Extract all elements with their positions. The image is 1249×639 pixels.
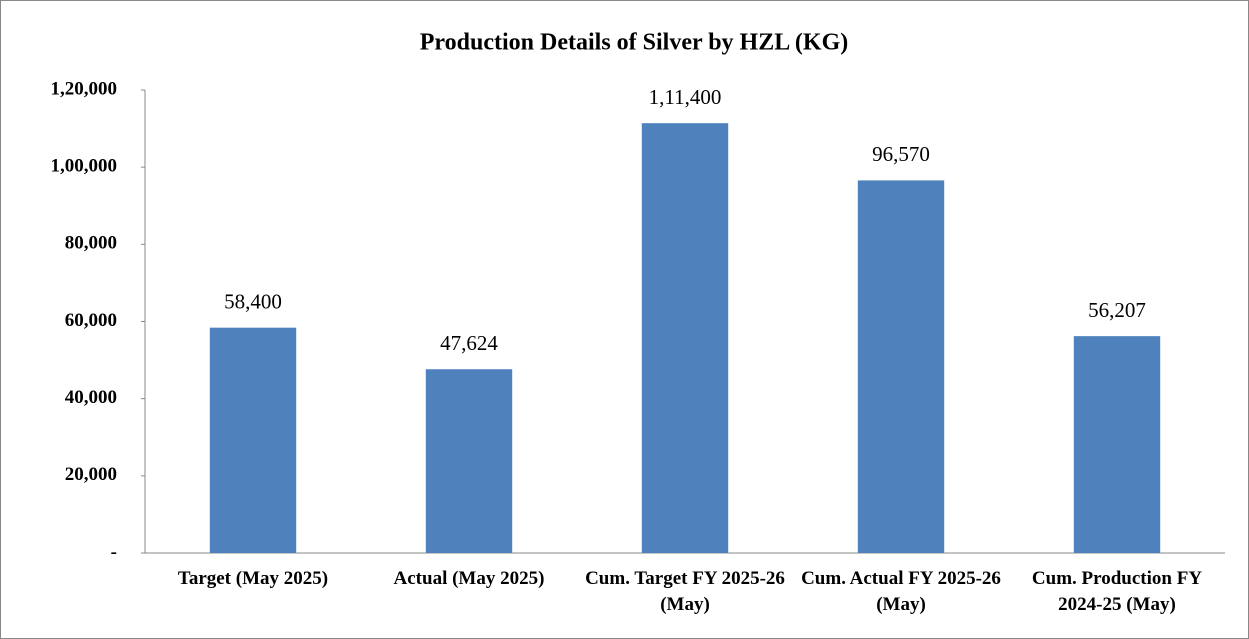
y-tick-label: 60,000 [65,310,117,331]
value-label: 47,624 [440,331,498,355]
chart-title: Production Details of Silver by HZL (KG) [420,30,848,56]
bar [209,327,297,553]
bar [857,180,945,553]
bar [1073,336,1161,553]
value-label: 96,570 [872,142,930,166]
x-tick-label: Cum. Target FY 2025-26 (May) [585,568,785,615]
value-label: 1,11,400 [649,85,722,109]
y-tick-label: 40,000 [65,387,117,408]
y-tick-label: - [111,541,117,562]
bar [425,369,513,553]
x-tick-label: Actual (May 2025) [393,568,545,589]
value-label: 56,207 [1088,298,1146,322]
x-tick-label: Target (May 2025) [177,568,329,589]
bar [641,123,729,553]
x-tick-label: Cum. Production FY 2024-25 (May) [1031,568,1203,615]
x-tick-label: Cum. Actual FY 2025-26 (May) [801,568,1001,615]
value-label: 58,400 [224,289,282,313]
y-tick-label: 20,000 [65,464,117,485]
y-tick-label: 1,00,000 [51,156,118,177]
y-tick-label: 80,000 [65,233,117,254]
y-tick-label: 1,20,000 [51,78,118,99]
